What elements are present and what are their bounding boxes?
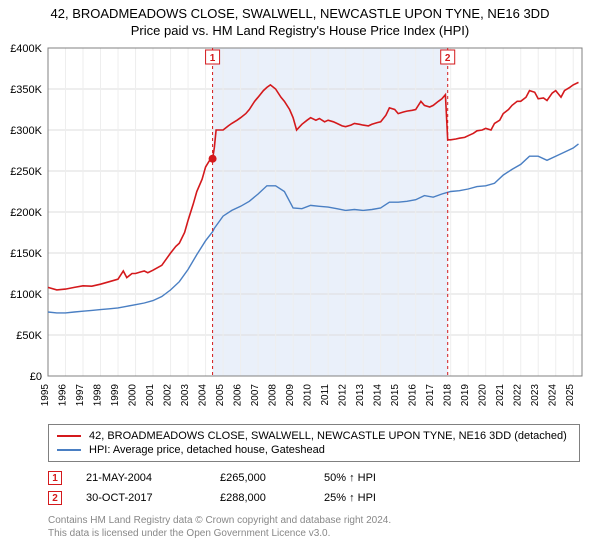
x-tick-label: 2008: [268, 384, 279, 407]
x-tick-label: 1996: [58, 384, 69, 407]
sale-pct: 25% ↑ HPI: [324, 492, 404, 504]
x-tick-label: 2016: [408, 384, 419, 407]
legend-row: HPI: Average price, detached house, Gate…: [57, 443, 571, 457]
x-tick-label: 2022: [513, 384, 524, 407]
x-tick-label: 1999: [110, 384, 121, 407]
sale-row: 1 21-MAY-2004 £265,000 50% ↑ HPI: [48, 468, 580, 488]
footer-line2: This data is licensed under the Open Gov…: [48, 527, 580, 540]
sale-date: 30-OCT-2017: [86, 492, 196, 504]
chart-svg: £0 £50K £100K £150K £200K £250K £300K £350K £400…: [0, 40, 600, 420]
title-main: 42, BROADMEADOWS CLOSE, SWALWELL, NEWCAS…: [10, 6, 590, 21]
x-tick-label: 2002: [163, 384, 174, 407]
x-tick-label: 2004: [198, 384, 209, 407]
x-tick-label: 2000: [128, 384, 139, 407]
y-tick-label: £50K: [16, 330, 42, 342]
footer-line1: Contains HM Land Registry data © Crown c…: [48, 514, 580, 527]
x-tick-label: 2021: [495, 384, 506, 407]
sale-pct: 50% ↑ HPI: [324, 472, 404, 484]
x-tick-label: 2017: [425, 384, 436, 407]
y-tick-label: £200K: [10, 207, 42, 219]
y-tick-label: £0: [30, 371, 42, 383]
legend-row: 42, BROADMEADOWS CLOSE, SWALWELL, NEWCAS…: [57, 429, 571, 443]
x-tick-label: 2006: [233, 384, 244, 407]
sale-date: 21-MAY-2004: [86, 472, 196, 484]
x-tick-label: 1998: [93, 384, 104, 407]
footer-attribution: Contains HM Land Registry data © Crown c…: [48, 514, 580, 540]
x-tick-label: 2010: [303, 384, 314, 407]
legend-label: HPI: Average price, detached house, Gate…: [89, 444, 325, 456]
sale-marker-number: 1: [210, 53, 216, 64]
sale-dot: [209, 155, 217, 163]
x-tick-label: 2014: [373, 384, 384, 407]
x-tick-label: 2024: [548, 384, 559, 407]
sales-table: 1 21-MAY-2004 £265,000 50% ↑ HPI 2 30-OCT-201…: [48, 468, 580, 508]
x-tick-label: 2003: [180, 384, 191, 407]
legend-label: 42, BROADMEADOWS CLOSE, SWALWELL, NEWCAS…: [89, 430, 567, 442]
x-tick-label: 2019: [460, 384, 471, 407]
y-tick-label: £250K: [10, 166, 42, 178]
x-tick-label: 2015: [390, 384, 401, 407]
legend-swatch: [57, 449, 81, 451]
sale-price: £265,000: [220, 472, 300, 484]
legend: 42, BROADMEADOWS CLOSE, SWALWELL, NEWCAS…: [48, 424, 580, 462]
legend-swatch: [57, 435, 81, 437]
x-tick-label: 2005: [215, 384, 226, 407]
x-tick-label: 2013: [355, 384, 366, 407]
sale-marker-number: 2: [445, 53, 451, 64]
sale-price: £288,000: [220, 492, 300, 504]
x-tick-label: 2011: [320, 384, 331, 406]
chart-titles: 42, BROADMEADOWS CLOSE, SWALWELL, NEWCAS…: [0, 0, 600, 40]
chart-area: £0 £50K £100K £150K £200K £250K £300K £350K £400…: [0, 40, 600, 420]
y-tick-label: £350K: [10, 84, 42, 96]
x-tick-label: 2018: [443, 384, 454, 407]
x-tick-label: 1995: [40, 384, 51, 407]
x-tick-label: 2012: [338, 384, 349, 407]
sale-marker: 1: [48, 471, 62, 485]
x-tick-label: 2020: [478, 384, 489, 407]
x-tick-label: 2025: [565, 384, 576, 407]
y-tick-label: £300K: [10, 125, 42, 137]
y-tick-label: £400K: [10, 43, 42, 55]
y-tick-label: £150K: [10, 248, 42, 260]
x-tick-label: 2009: [285, 384, 296, 407]
x-tick-label: 2001: [145, 384, 156, 407]
page-container: 42, BROADMEADOWS CLOSE, SWALWELL, NEWCAS…: [0, 0, 600, 540]
x-tick-label: 2023: [530, 384, 541, 407]
x-tick-label: 1997: [75, 384, 86, 407]
title-sub: Price paid vs. HM Land Registry's House …: [10, 23, 590, 38]
sale-marker: 2: [48, 491, 62, 505]
sale-row: 2 30-OCT-2017 £288,000 25% ↑ HPI: [48, 488, 580, 508]
x-tick-label: 2007: [250, 384, 261, 407]
y-tick-label: £100K: [10, 289, 42, 301]
